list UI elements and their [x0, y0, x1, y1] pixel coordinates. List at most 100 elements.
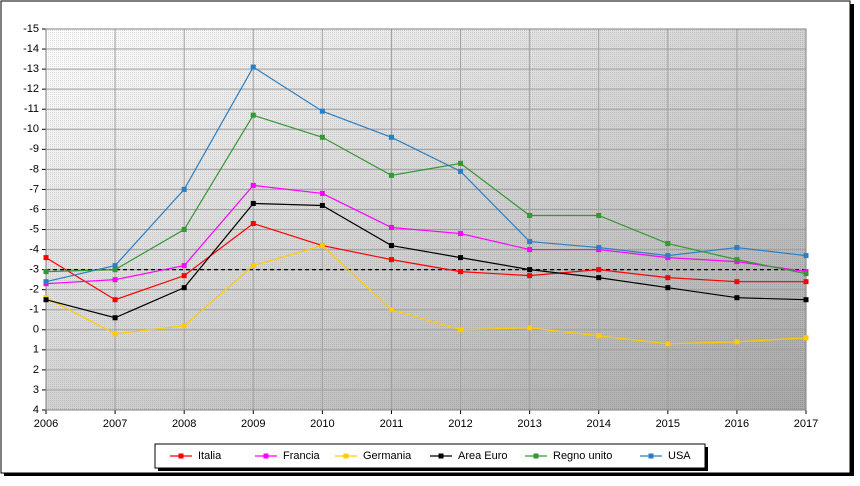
x-tick-label: 2011	[380, 418, 404, 430]
series-line	[45, 202, 807, 319]
data-point	[596, 245, 602, 251]
data-point	[388, 134, 394, 140]
series-line	[45, 244, 807, 345]
data-point	[319, 202, 325, 208]
legend-label: Francia	[283, 450, 321, 462]
y-tick-label: 4	[33, 404, 39, 416]
y-tick-label: -1	[29, 304, 39, 316]
data-point	[43, 279, 49, 285]
data-point	[803, 279, 809, 285]
y-tick-label: 2	[33, 364, 39, 376]
data-point	[665, 275, 671, 281]
data-point	[734, 279, 740, 285]
data-point	[112, 331, 118, 337]
data-point	[43, 255, 49, 261]
data-point	[250, 112, 256, 118]
data-point	[388, 225, 394, 231]
data-point	[112, 277, 118, 283]
data-point	[458, 269, 464, 275]
y-tick-label: -8	[29, 163, 39, 175]
data-point	[596, 267, 602, 273]
data-point	[181, 227, 187, 233]
y-tick-label: -10	[23, 123, 39, 135]
series-line	[45, 184, 807, 285]
legend-label: USA	[668, 450, 691, 462]
data-point	[734, 295, 740, 301]
data-point	[388, 243, 394, 249]
data-point	[181, 263, 187, 269]
data-point	[181, 285, 187, 291]
data-point	[181, 273, 187, 279]
data-point	[43, 269, 49, 275]
x-tick-label: 2017	[794, 418, 818, 430]
series-line	[45, 66, 807, 283]
x-tick-label: 2014	[586, 418, 610, 430]
data-point	[527, 273, 533, 279]
legend-label: Italia	[198, 450, 222, 462]
legend-marker	[533, 453, 539, 459]
data-point	[734, 245, 740, 251]
data-point	[458, 327, 464, 333]
data-point	[527, 267, 533, 273]
data-point	[665, 285, 671, 291]
x-tick-label: 2008	[172, 418, 196, 430]
data-point	[665, 341, 671, 347]
y-tick-label: 1	[33, 344, 39, 356]
x-tick-label: 2007	[103, 418, 127, 430]
data-point	[803, 271, 809, 277]
y-tick-label: 3	[33, 384, 39, 396]
y-tick-label: -6	[29, 203, 39, 215]
legend-marker	[178, 453, 184, 459]
data-point	[250, 200, 256, 206]
y-tick-label: -2	[29, 284, 39, 296]
legend-marker	[343, 453, 349, 459]
data-point	[112, 315, 118, 321]
data-point	[458, 255, 464, 261]
legend-marker	[438, 453, 444, 459]
data-point	[388, 257, 394, 263]
x-tick-label: 2009	[241, 418, 265, 430]
data-point	[250, 182, 256, 188]
data-point	[250, 263, 256, 269]
data-point	[43, 297, 49, 303]
x-tick-label: 2010	[310, 418, 334, 430]
legend-label: Germania	[363, 450, 412, 462]
data-point	[319, 243, 325, 249]
data-point	[527, 247, 533, 253]
y-tick-label: -14	[23, 43, 39, 55]
y-tick-label: -4	[29, 243, 39, 255]
data-point	[319, 108, 325, 114]
data-point	[458, 231, 464, 237]
y-tick-label: 0	[33, 324, 39, 336]
data-point	[250, 221, 256, 227]
legend-marker	[263, 453, 269, 459]
x-tick-label: 2016	[725, 418, 749, 430]
data-point	[803, 335, 809, 341]
data-point	[596, 212, 602, 218]
data-point	[388, 307, 394, 313]
y-tick-label: -3	[29, 264, 39, 276]
legend-marker	[648, 453, 654, 459]
y-tick-label: -13	[23, 63, 39, 75]
data-point	[734, 257, 740, 263]
data-point	[527, 325, 533, 331]
x-tick-label: 2013	[517, 418, 541, 430]
plot-texture	[46, 29, 806, 410]
data-point	[458, 168, 464, 174]
y-tick-label: -15	[23, 23, 39, 35]
data-point	[250, 64, 256, 70]
data-point	[112, 263, 118, 269]
data-point	[596, 333, 602, 339]
plot-border	[45, 28, 807, 411]
data-point	[527, 239, 533, 245]
data-point	[665, 253, 671, 259]
data-point	[803, 297, 809, 303]
series-line	[45, 222, 806, 301]
data-point	[181, 323, 187, 329]
y-tick-label: -5	[29, 223, 39, 235]
y-tick-label: -9	[29, 143, 39, 155]
data-point	[112, 297, 118, 303]
data-point	[596, 275, 602, 281]
